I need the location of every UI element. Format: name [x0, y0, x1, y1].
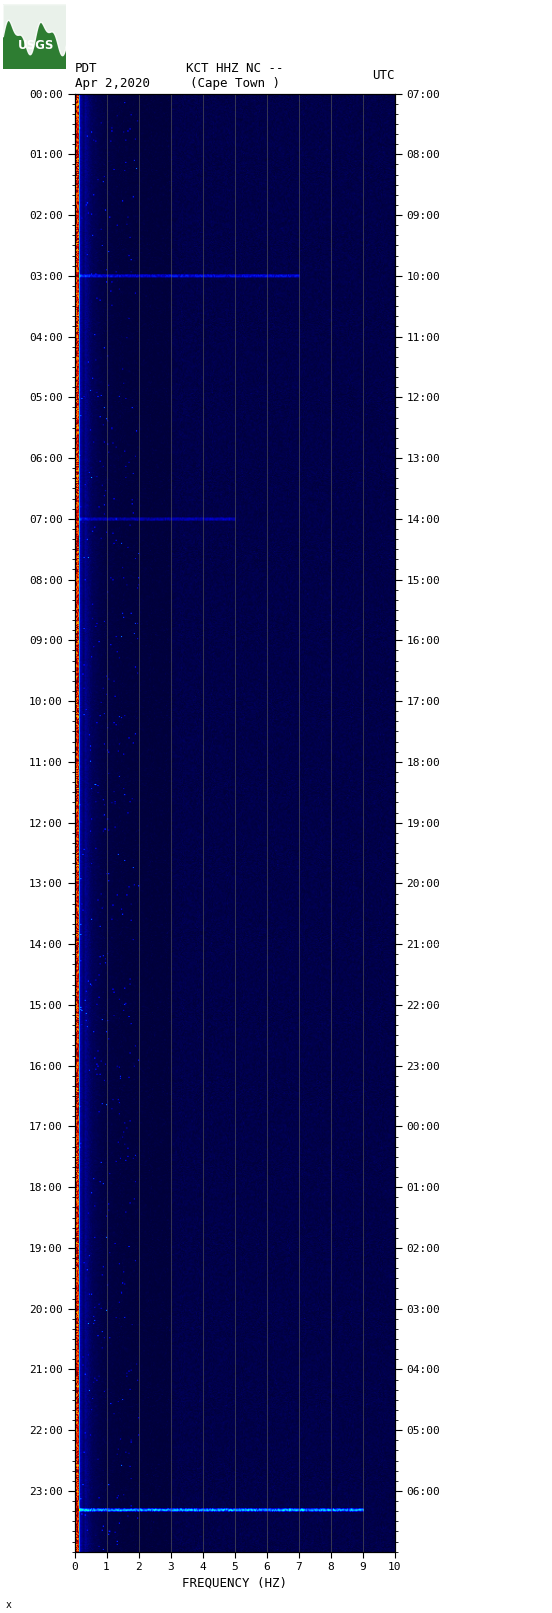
Text: PDT: PDT: [75, 61, 97, 76]
X-axis label: FREQUENCY (HZ): FREQUENCY (HZ): [182, 1576, 287, 1589]
Text: (Cape Town ): (Cape Town ): [189, 76, 280, 90]
Text: x: x: [6, 1600, 12, 1610]
Text: UTC: UTC: [372, 69, 395, 82]
Text: Apr 2,2020: Apr 2,2020: [75, 76, 150, 90]
Text: USGS: USGS: [18, 39, 54, 53]
Text: KCT HHZ NC --: KCT HHZ NC --: [186, 61, 283, 76]
